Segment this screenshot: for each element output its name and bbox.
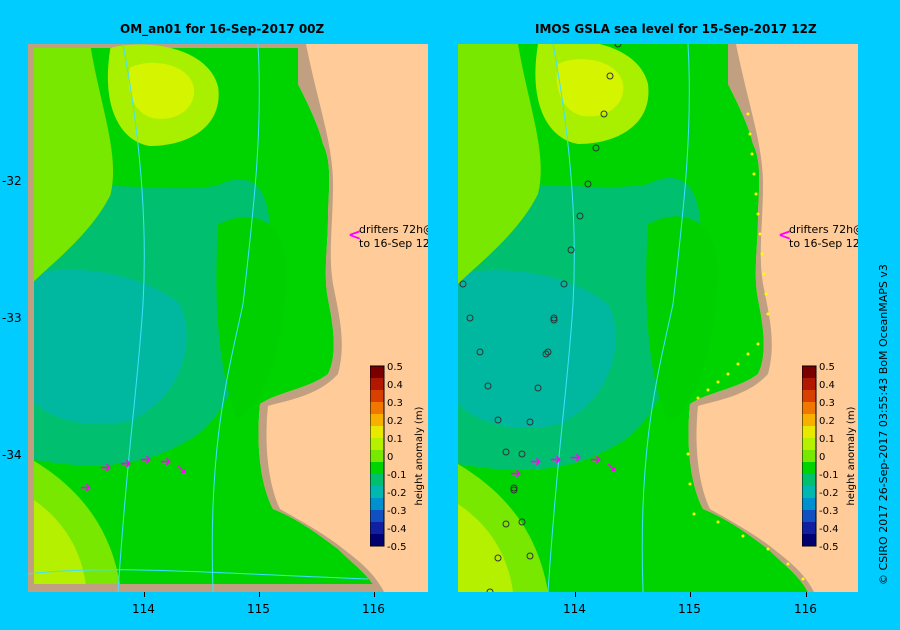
svg-text:➜: ➜ bbox=[100, 460, 112, 476]
colorbar-tick-label: 0.5 bbox=[819, 362, 835, 373]
colorbar-swatch bbox=[370, 378, 384, 391]
colorbar-tick-label: 0.4 bbox=[819, 380, 835, 391]
colorbar-swatch bbox=[802, 402, 816, 415]
colorbar-swatch bbox=[802, 426, 816, 439]
colorbar-label: height anomaly (m) bbox=[414, 406, 425, 505]
colorbar-tick-label: -0.4 bbox=[819, 524, 839, 535]
svg-text:<: < bbox=[778, 225, 791, 244]
svg-text:➜: ➜ bbox=[160, 454, 172, 470]
colorbar-swatch bbox=[802, 510, 816, 523]
colorbar-tick-label: 0.5 bbox=[387, 362, 403, 373]
right-panel-title: IMOS GSLA sea level for 15-Sep-2017 12Z bbox=[535, 22, 817, 36]
left-map[interactable]: ➜➜➜ ➜➜➘ < drifters 72h@12h to 16-Sep 12Z bbox=[28, 44, 428, 592]
colorbar-tick-label: -0.1 bbox=[387, 470, 407, 481]
colorbar-swatch bbox=[802, 498, 816, 511]
colorbar-tick-label: 0.4 bbox=[387, 380, 403, 391]
lon-label: 114 bbox=[132, 602, 155, 616]
svg-text:➘: ➘ bbox=[606, 460, 618, 476]
colorbar-label: height anomaly (m) bbox=[846, 406, 857, 505]
colorbar-tick-label: -0.2 bbox=[819, 488, 839, 499]
colorbar-tick-label: -0.1 bbox=[819, 470, 839, 481]
colorbar-tick-label: -0.5 bbox=[387, 542, 407, 553]
svg-text:➜: ➜ bbox=[570, 450, 582, 466]
colorbar-tick-label: -0.3 bbox=[387, 506, 407, 517]
colorbar-swatch bbox=[370, 474, 384, 487]
colorbar-swatch bbox=[370, 462, 384, 475]
svg-text:➜: ➜ bbox=[550, 452, 562, 468]
drifter-arrows: ➜➜ ➜ ➜ ➜ ➘ bbox=[80, 452, 188, 496]
colorbar-swatch bbox=[370, 486, 384, 499]
colorbar-swatch bbox=[802, 534, 816, 547]
colorbar-swatch bbox=[802, 450, 816, 463]
colorbar-tick-label: 0.3 bbox=[819, 398, 835, 409]
svg-text:➜: ➜ bbox=[120, 456, 132, 472]
colorbar-swatch bbox=[370, 534, 384, 547]
colorbar-swatch bbox=[370, 426, 384, 439]
colorbar-tick-label: 0.1 bbox=[819, 434, 835, 445]
colorbar-swatch bbox=[802, 438, 816, 451]
colorbar-tick-label: 0 bbox=[387, 452, 393, 463]
svg-text:➜: ➜ bbox=[530, 454, 542, 470]
lat-label: -34 bbox=[2, 448, 22, 462]
left-annotation-line2: to 16-Sep 12Z bbox=[359, 237, 428, 250]
colorbar-tick-label: 0 bbox=[819, 452, 825, 463]
credit-text: © CSIRO 2017 26-Sep-2017 03:55:43 BoM Oc… bbox=[877, 264, 890, 585]
colorbar-swatch bbox=[370, 450, 384, 463]
lon-label: 115 bbox=[678, 602, 701, 616]
colorbar-swatch bbox=[370, 366, 384, 379]
colorbar-swatch bbox=[370, 402, 384, 415]
colorbar-tick-label: 0.3 bbox=[387, 398, 403, 409]
right-annotation-line2: to 16-Sep 12Z bbox=[789, 237, 858, 250]
svg-text:➜: ➜ bbox=[590, 452, 602, 468]
colorbar-tick-label: -0.5 bbox=[819, 542, 839, 553]
colorbar-swatch bbox=[370, 522, 384, 535]
colorbar-swatch bbox=[370, 510, 384, 523]
svg-text:➜: ➜ bbox=[140, 452, 152, 468]
svg-text:➜: ➜ bbox=[510, 466, 522, 482]
svg-text:➘: ➘ bbox=[176, 462, 188, 478]
left-colorbar: 0.5 0.4 0.3 0.2 0.1 0 -0.1 -0.2 -0.3 -0.4 -0.5 heig… bbox=[370, 362, 425, 553]
right-map[interactable]: ➜➜➜ ➜➜➘ < drifters 72h@12h to 16-Sep 12Z bbox=[458, 44, 858, 592]
colorbar-swatch bbox=[802, 366, 816, 379]
lat-label: -33 bbox=[2, 311, 22, 325]
colorbar-swatch bbox=[802, 378, 816, 391]
lon-label: 116 bbox=[794, 602, 817, 616]
lat-label: -32 bbox=[2, 174, 22, 188]
colorbar-swatch bbox=[370, 438, 384, 451]
left-panel-title: OM_an01 for 16-Sep-2017 00Z bbox=[120, 22, 325, 36]
colorbar-swatch bbox=[802, 462, 816, 475]
colorbar-swatch bbox=[802, 474, 816, 487]
svg-text:➜: ➜ bbox=[80, 480, 92, 496]
colorbar-tick-label: -0.3 bbox=[819, 506, 839, 517]
colorbar-swatch bbox=[802, 390, 816, 403]
colorbar-tick-label: -0.4 bbox=[387, 524, 407, 535]
colorbar-tick-label: -0.2 bbox=[387, 488, 407, 499]
lon-label: 116 bbox=[362, 602, 385, 616]
lon-label: 115 bbox=[247, 602, 270, 616]
left-annotation-line1: drifters 72h@12h bbox=[359, 223, 428, 236]
colorbar-swatch bbox=[370, 390, 384, 403]
colorbar-tick-label: 0.2 bbox=[819, 416, 835, 427]
colorbar-swatch bbox=[802, 522, 816, 535]
right-annotation-line1: drifters 72h@12h bbox=[789, 223, 858, 236]
colorbar-swatch bbox=[802, 486, 816, 499]
colorbar-tick-label: 0.1 bbox=[387, 434, 403, 445]
colorbar-swatch bbox=[370, 498, 384, 511]
svg-text:<: < bbox=[348, 225, 361, 244]
lon-label: 114 bbox=[563, 602, 586, 616]
colorbar-swatch bbox=[802, 414, 816, 427]
colorbar-swatch bbox=[370, 414, 384, 427]
colorbar-tick-label: 0.2 bbox=[387, 416, 403, 427]
right-colorbar: 0.5 0.4 0.3 0.2 0.1 0 -0.1 -0.2 -0.3 -0.4 -0.5 heig… bbox=[802, 362, 857, 553]
